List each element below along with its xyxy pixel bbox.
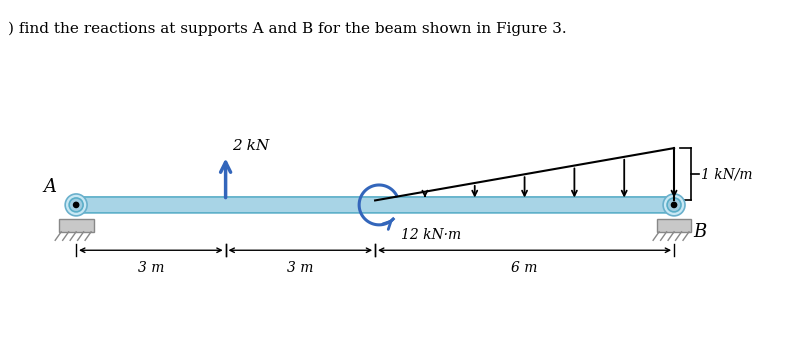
- Circle shape: [663, 194, 685, 216]
- Text: 6 m: 6 m: [511, 261, 538, 275]
- Circle shape: [667, 198, 681, 212]
- Text: 1 kN/m: 1 kN/m: [701, 167, 753, 181]
- Circle shape: [671, 202, 677, 207]
- Bar: [58, 219, 94, 232]
- Circle shape: [74, 202, 78, 207]
- Text: 3 m: 3 m: [287, 261, 314, 275]
- Text: ) find the reactions at supports A and B for the beam shown in Figure 3.: ) find the reactions at supports A and B…: [8, 22, 566, 36]
- Bar: [657, 219, 691, 232]
- Text: B: B: [694, 223, 706, 241]
- Text: 2 kN: 2 kN: [231, 139, 269, 153]
- FancyBboxPatch shape: [73, 197, 678, 213]
- Circle shape: [65, 194, 87, 216]
- Text: A: A: [44, 179, 57, 197]
- Text: 3 m: 3 m: [138, 261, 164, 275]
- Text: 12 kN·m: 12 kN·m: [401, 228, 461, 242]
- Circle shape: [69, 198, 83, 212]
